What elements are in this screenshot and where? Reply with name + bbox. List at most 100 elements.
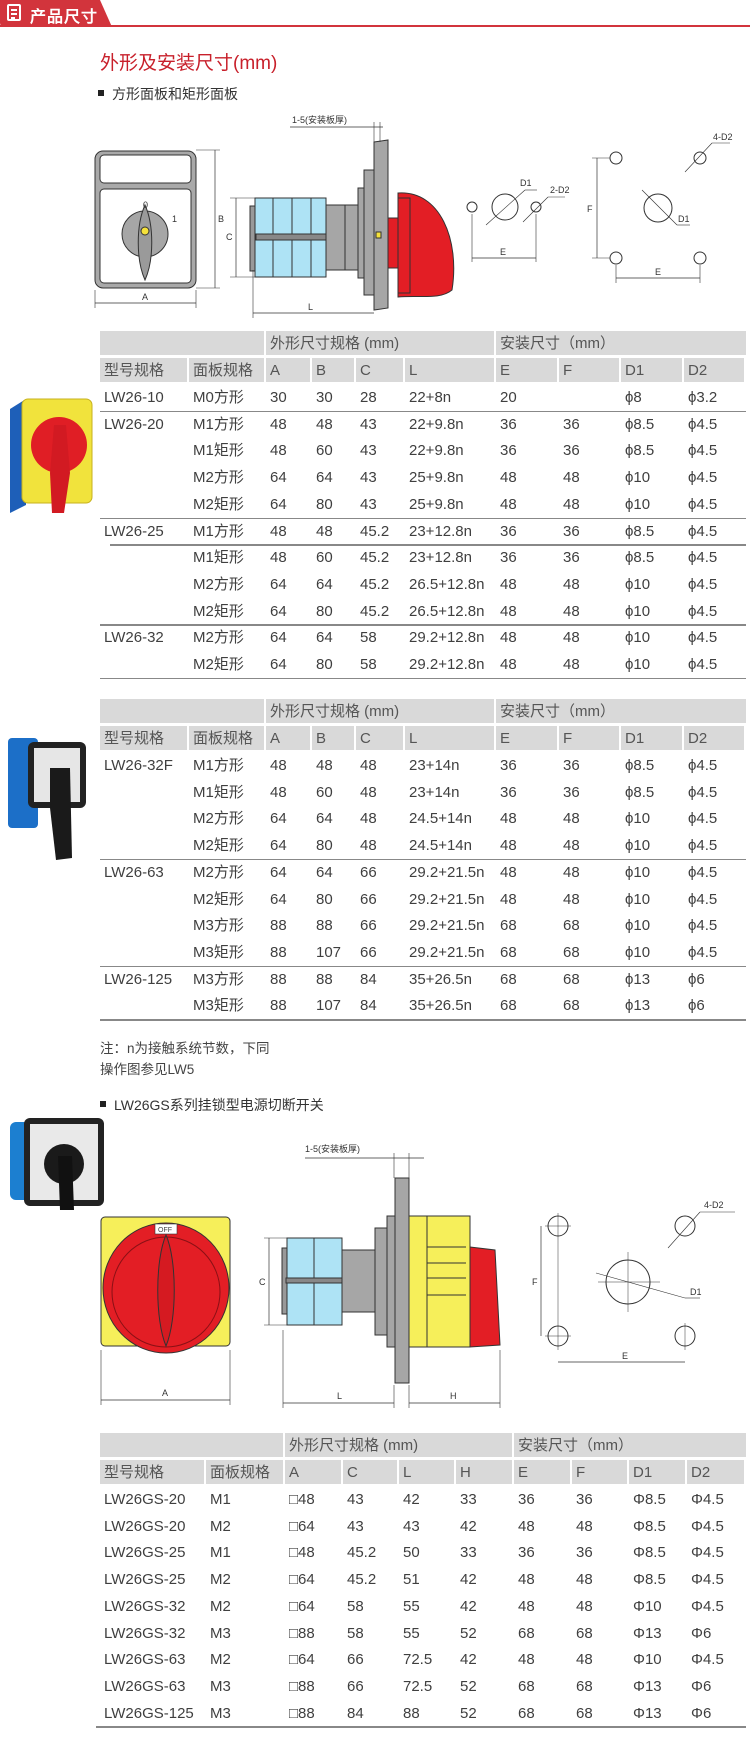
dim2-label-l: L xyxy=(337,1391,342,1401)
table-cell: M2方形 xyxy=(193,629,244,647)
table-cell: 58 xyxy=(347,1597,364,1615)
table-cell: 43 xyxy=(360,442,377,460)
table-cell: 48 xyxy=(563,602,580,620)
group-header-mounting: 安装尺寸（mm） xyxy=(496,699,746,723)
table-cell: 88 xyxy=(270,943,287,961)
table-cell: Φ13 xyxy=(633,1624,662,1642)
table-cell: 48 xyxy=(563,810,580,828)
table-cell: 24.5+14n xyxy=(409,837,472,855)
table-cell: 107 xyxy=(316,997,342,1015)
dim2-label-f: F xyxy=(532,1277,538,1287)
table-cell: 48 xyxy=(360,837,377,855)
table-cell: 72.5 xyxy=(403,1677,433,1695)
table-cell: 64 xyxy=(270,863,287,881)
table-cell: 25+9.8n xyxy=(409,469,464,487)
column-header: 面板规格 xyxy=(189,358,264,382)
table-cell: ϕ10 xyxy=(625,917,651,935)
table-cell: 23+12.8n xyxy=(409,549,472,567)
table-cell: 68 xyxy=(500,997,517,1015)
table-cell: M2 xyxy=(210,1651,231,1669)
column-header: L xyxy=(405,358,494,382)
table-cell: Φ13 xyxy=(633,1677,662,1695)
table-cell: 64 xyxy=(270,810,287,828)
table-cell: 36 xyxy=(576,1491,593,1508)
column-header: F xyxy=(559,726,619,750)
table-cell: 48 xyxy=(316,415,333,433)
table-cell: 48 xyxy=(316,522,333,540)
table-cell: 22+8n xyxy=(409,389,452,406)
table-cell: 48 xyxy=(270,757,287,774)
table-cell: ϕ10 xyxy=(625,469,651,487)
column-header: L xyxy=(399,1460,454,1484)
dim-label-d1-b: D1 xyxy=(678,214,690,224)
table-cell: □64 xyxy=(289,1517,315,1535)
table-cell: 48 xyxy=(563,495,580,513)
table-cell: 33 xyxy=(460,1544,477,1562)
table-cell: LW26GS-20 xyxy=(104,1517,186,1535)
table-cell: 36 xyxy=(500,783,517,801)
table-cell: ϕ4.5 xyxy=(688,442,718,460)
table-cell: M2 xyxy=(210,1571,231,1589)
table-cell: 64 xyxy=(270,575,287,593)
table-cell: Φ4.5 xyxy=(691,1517,724,1535)
column-header: 型号规格 xyxy=(100,1460,204,1484)
table-cell: 66 xyxy=(347,1651,364,1669)
row-separator xyxy=(100,624,746,626)
table-cell: 43 xyxy=(347,1491,364,1508)
table-cell: Φ4.5 xyxy=(691,1571,724,1589)
table-cell: 48 xyxy=(563,863,580,881)
table-cell: 55 xyxy=(403,1597,420,1615)
row-separator xyxy=(96,1726,746,1728)
table-cell: 68 xyxy=(500,970,517,988)
table-cell: 68 xyxy=(518,1704,535,1722)
table-cell: M1矩形 xyxy=(193,783,244,801)
table-cell: 29.2+12.8n xyxy=(409,629,485,647)
table-cell: □88 xyxy=(289,1624,315,1642)
table-cell: LW26-125 xyxy=(104,970,173,988)
group-header-mounting: 安装尺寸（mm） xyxy=(496,331,746,355)
table-cell: LW26GS-25 xyxy=(104,1544,186,1562)
table-cell: 43 xyxy=(360,415,377,433)
tab-label: 产品尺寸 xyxy=(30,9,99,26)
group-header-outline: 外形尺寸规格 (mm) xyxy=(266,331,494,355)
dim2-label-c: C xyxy=(259,1277,266,1287)
table-cell: 36 xyxy=(563,783,580,801)
table-cell: 48 xyxy=(316,757,333,774)
table-cell: ϕ10 xyxy=(625,602,651,620)
table-cell: 80 xyxy=(316,890,333,908)
table-cell: LW26GS-20 xyxy=(104,1491,186,1508)
table-cell: 84 xyxy=(347,1704,364,1722)
dim-label-f: F xyxy=(587,204,593,214)
table-cell: 45.2 xyxy=(360,602,390,620)
table-cell: 64 xyxy=(270,837,287,855)
table-cell: 88 xyxy=(316,917,333,935)
table-cell: 66 xyxy=(360,943,377,961)
table-cell: M3矩形 xyxy=(193,997,244,1015)
table-cell: 36 xyxy=(518,1544,535,1562)
table-cell: 22+9.8n xyxy=(409,442,464,460)
table-cell: LW26-10 xyxy=(104,389,164,406)
table-cell: 48 xyxy=(518,1571,535,1589)
table-cell: LW26-63 xyxy=(104,863,164,881)
table-cell: 42 xyxy=(460,1651,477,1669)
table-cell: ϕ4.5 xyxy=(688,810,718,828)
table-cell: 48 xyxy=(500,837,517,855)
table-cell: 64 xyxy=(316,810,333,828)
table-cell: ϕ8.5 xyxy=(625,783,655,801)
row-separator xyxy=(100,858,746,861)
table-cell: 52 xyxy=(460,1624,477,1642)
table-cell: 48 xyxy=(563,656,580,673)
table-cell: □88 xyxy=(289,1677,315,1695)
table-cell: ϕ4.5 xyxy=(688,890,718,908)
table-cell: 29.2+21.5n xyxy=(409,943,485,961)
table-cell: M3方形 xyxy=(193,970,244,988)
table-cell: 48 xyxy=(270,783,287,801)
table-cell: ϕ13 xyxy=(625,970,651,988)
table-cell: LW26-20 xyxy=(104,415,164,433)
table-cell: M2矩形 xyxy=(193,602,244,620)
table-cell: 42 xyxy=(460,1597,477,1615)
row-separator xyxy=(100,410,746,413)
table-cell: 52 xyxy=(460,1677,477,1695)
dim-label-c: C xyxy=(226,232,233,242)
table-cell: 48 xyxy=(360,783,377,801)
